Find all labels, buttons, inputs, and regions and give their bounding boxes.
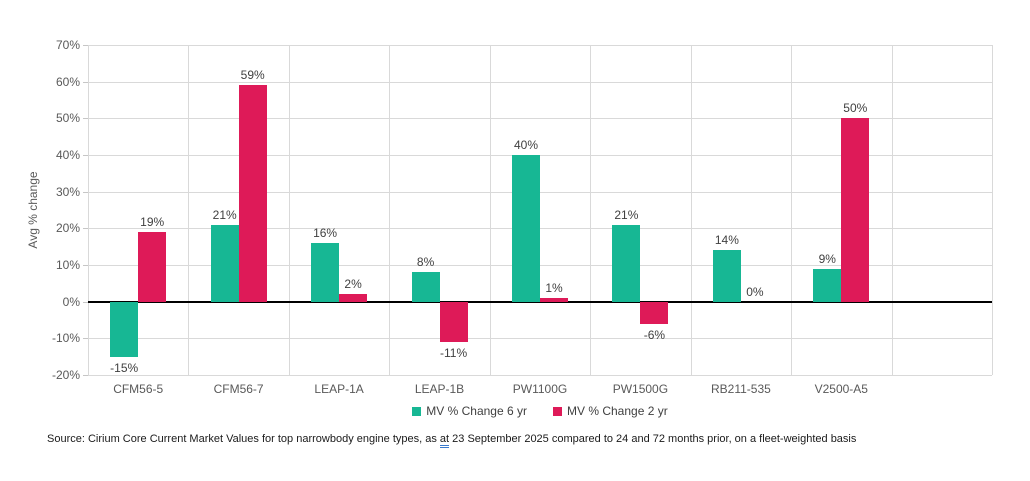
bar-mv-change-2yr: [841, 118, 870, 302]
x-axis-label: CFM56-7: [213, 382, 264, 396]
data-label: 1%: [545, 281, 563, 295]
x-axis-label: V2500-A5: [814, 382, 868, 396]
data-label: -11%: [440, 346, 468, 360]
data-label: 21%: [614, 207, 639, 222]
x-axis-label: LEAP-1B: [414, 382, 465, 396]
y-axis-tick-label: 70%: [55, 38, 80, 52]
legend-label: MV % Change 6 yr: [426, 404, 527, 418]
grammar-checked-word: at: [439, 433, 450, 448]
bar-mv-change-6yr: [813, 268, 842, 302]
x-axis-label: CFM56-5: [113, 382, 164, 396]
bar-mv-change-2yr: [339, 294, 368, 302]
legend-label: MV % Change 2 yr: [567, 404, 668, 418]
legend-item: MV % Change 2 yr: [553, 404, 668, 418]
legend-swatch-icon: [553, 406, 562, 416]
vertical-gridline: [288, 45, 290, 375]
data-label: 21%: [212, 207, 237, 222]
y-axis-tick-label: 20%: [55, 221, 80, 236]
data-label: 19%: [140, 215, 165, 229]
data-label: 16%: [313, 226, 338, 240]
vertical-gridline: [891, 45, 893, 375]
vertical-gridline: [690, 45, 692, 375]
data-label: 9%: [818, 251, 836, 266]
y-axis-tick-label: -20%: [51, 368, 80, 382]
horizontal-gridline: [88, 81, 992, 83]
y-axis-tick: [83, 155, 88, 156]
data-label: -15%: [110, 360, 139, 375]
horizontal-gridline: [88, 191, 992, 193]
data-label: 59%: [240, 68, 265, 83]
horizontal-gridline: [88, 228, 992, 230]
data-label: 0%: [746, 284, 764, 299]
y-axis-tick-label: 60%: [55, 74, 80, 89]
y-axis-tick: [83, 118, 88, 120]
vertical-gridline: [389, 45, 391, 375]
bar-mv-change-2yr: [138, 232, 167, 302]
data-label: -6%: [643, 327, 666, 342]
source-text-before: Source: Cirium Core Current Market Value…: [47, 433, 440, 445]
y-axis-tick-label: 40%: [55, 148, 80, 162]
y-axis-tick-label: -10%: [51, 331, 80, 346]
y-axis-tick: [83, 81, 88, 83]
y-axis-tick: [83, 375, 88, 376]
x-axis-label: LEAP-1A: [314, 382, 364, 396]
bar-mv-change-6yr: [110, 301, 139, 357]
bar-mv-change-6yr: [210, 224, 239, 302]
bar-mv-change-2yr: [439, 301, 468, 342]
bar-mv-change-6yr: [311, 243, 340, 302]
data-label: 40%: [513, 138, 539, 152]
y-axis-tick: [83, 301, 88, 303]
vertical-gridline: [188, 45, 190, 375]
data-label: 8%: [416, 255, 435, 270]
source-note: Source: Cirium Core Current Market Value…: [47, 432, 857, 448]
x-axis-label: PW1100G: [512, 382, 568, 396]
bar-mv-change-6yr: [712, 250, 741, 302]
y-axis-tick-label: 30%: [55, 184, 80, 199]
y-axis-tick-label: 0%: [62, 294, 80, 309]
source-text-after: 23 September 2025 compared to 24 and 72 …: [449, 433, 857, 445]
x-axis-label: RB211-535: [710, 382, 771, 396]
y-axis-tick: [83, 265, 88, 266]
y-axis-tick-label: 50%: [55, 111, 80, 126]
vertical-gridline: [992, 45, 993, 375]
y-axis-tick: [83, 228, 88, 230]
y-axis-tick: [83, 191, 88, 193]
x-axis-label: PW1500G: [612, 382, 669, 396]
bar-mv-change-2yr: [238, 85, 267, 302]
y-axis-tick: [83, 338, 88, 340]
legend-swatch-icon: [412, 406, 422, 416]
bar-mv-change-2yr: [640, 301, 669, 324]
horizontal-gridline: [88, 338, 992, 340]
vertical-gridline: [489, 45, 491, 375]
bar-mv-change-6yr: [411, 272, 440, 302]
zero-baseline: [88, 300, 992, 303]
vertical-gridline: [88, 45, 89, 375]
horizontal-gridline: [88, 375, 992, 376]
bar-mv-change-6yr: [512, 155, 540, 302]
vertical-gridline: [590, 45, 592, 375]
bar-mv-change-2yr: [540, 298, 568, 302]
y-axis-tick: [83, 45, 88, 46]
y-axis-tick-label: 10%: [55, 258, 80, 272]
legend-item: MV % Change 6 yr: [412, 404, 527, 418]
bar-mv-change-6yr: [612, 224, 641, 302]
horizontal-gridline: [88, 118, 992, 120]
vertical-gridline: [791, 45, 793, 375]
legend: MV % Change 6 yr MV % Change 2 yr: [88, 404, 992, 418]
horizontal-gridline: [88, 265, 992, 266]
data-label: 2%: [344, 277, 362, 292]
data-label: 14%: [714, 233, 739, 248]
horizontal-gridline: [88, 155, 992, 156]
data-label: 50%: [843, 101, 868, 116]
horizontal-gridline: [88, 45, 992, 46]
